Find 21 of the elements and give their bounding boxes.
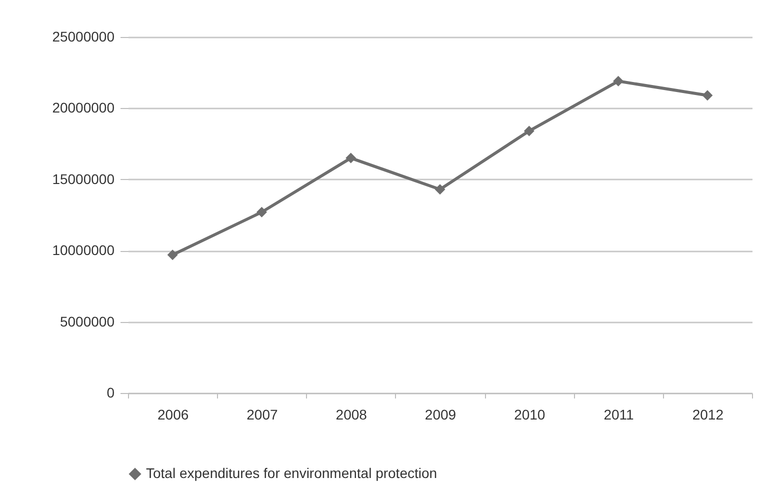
x-tick-label: 2008 (336, 406, 368, 422)
legend-label: Total expenditures for environmental protection (146, 465, 438, 481)
x-tick-label: 2011 (604, 406, 634, 422)
x-tick-label: 2012 (692, 406, 724, 422)
point (256, 206, 267, 218)
x-tick-label: 2007 (246, 406, 278, 422)
point (346, 152, 356, 164)
x-tick-label: 2010 (514, 406, 546, 422)
x-tick-label: 2006 (157, 406, 189, 422)
point (702, 90, 713, 101)
y-tick-label: 0 (106, 384, 115, 400)
point (613, 76, 624, 86)
y-tick-label: 5000000 (60, 313, 115, 330)
y-tick-label: 20000000 (52, 100, 115, 116)
point (434, 184, 446, 195)
y-tick-label: 10000000 (52, 242, 115, 258)
x-tick-label: 2009 (424, 406, 456, 422)
point (167, 250, 178, 260)
y-tick-label: 25000000 (52, 28, 115, 44)
y-tick-label: 15000000 (52, 170, 115, 187)
point (524, 126, 534, 136)
